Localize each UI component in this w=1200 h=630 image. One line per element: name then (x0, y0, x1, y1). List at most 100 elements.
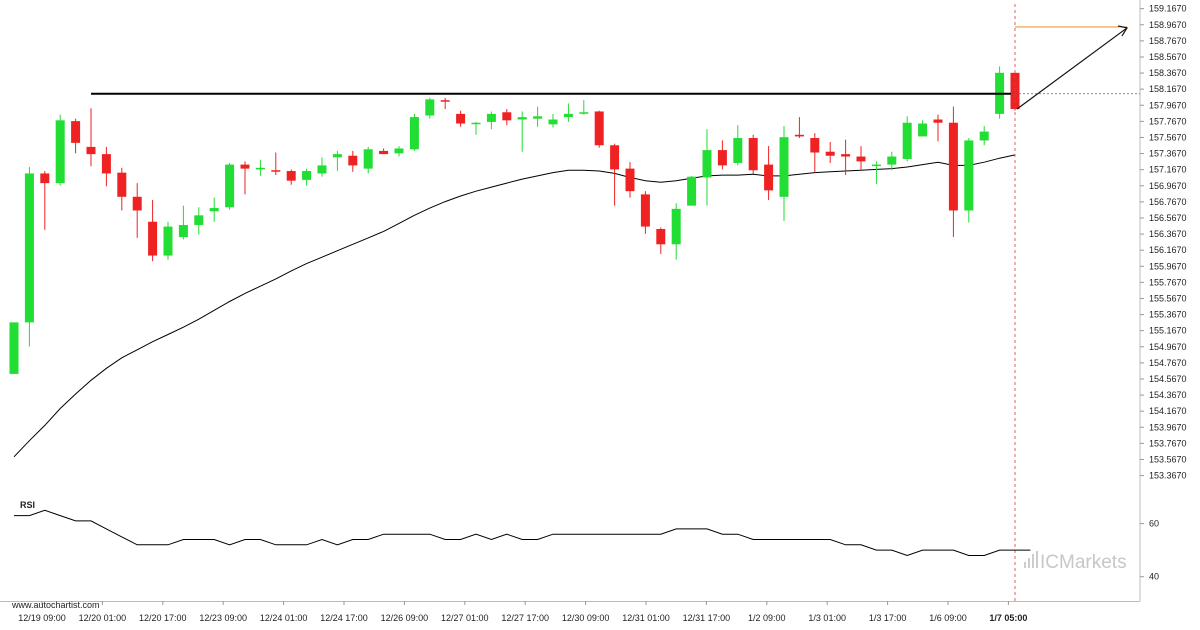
price-tick-label: 156.3670 (1149, 229, 1187, 239)
candle-body (825, 151, 835, 156)
candle-body (240, 164, 250, 169)
candle (841, 139, 851, 176)
candle (425, 97, 435, 119)
candle-body (55, 120, 65, 184)
candle-body (194, 215, 204, 225)
candle-body (394, 148, 404, 154)
time-tick-label: 12/31 17:00 (683, 613, 731, 623)
candle (640, 191, 650, 234)
time-axis: 12/19 09:00 12/20 01:00 12/20 17:00 12/23 0… (18, 601, 1027, 623)
candle (502, 109, 512, 126)
candle (394, 146, 404, 157)
candle-body (502, 112, 512, 121)
candle-body (332, 154, 342, 158)
candle (918, 120, 928, 137)
candle-body (717, 150, 727, 166)
candle-body (409, 117, 419, 150)
candle-body (348, 155, 358, 166)
time-tick-label: 12/24 17:00 (320, 613, 368, 623)
candle-body (271, 170, 281, 172)
candle-body (887, 156, 897, 165)
candle-body (40, 173, 50, 184)
candle (594, 110, 604, 148)
time-tick-label: 1/7 05:00 (989, 613, 1027, 623)
candle (101, 146, 111, 187)
candle (856, 146, 866, 171)
candle-body (841, 154, 851, 157)
price-tick-label: 157.1670 (1149, 165, 1187, 175)
candle (964, 138, 974, 223)
candle-body (225, 164, 235, 208)
candle (825, 142, 835, 163)
candle (24, 167, 34, 347)
candle (887, 151, 897, 171)
price-tick-label: 158.5670 (1149, 52, 1187, 62)
candle (779, 125, 789, 221)
price-tick-label: 154.5670 (1149, 374, 1187, 384)
candle (9, 322, 19, 374)
candle-body (163, 226, 173, 256)
candle (563, 103, 573, 122)
candle-body (440, 100, 450, 102)
moving-average-layer (13, 154, 1016, 458)
candle (55, 114, 65, 186)
candle-body (579, 112, 589, 114)
price-tick-label: 154.1670 (1149, 406, 1187, 416)
candle-body (748, 138, 758, 171)
candle (486, 111, 496, 130)
candle (409, 113, 419, 151)
candle-body (533, 116, 543, 119)
candle-body (933, 119, 943, 123)
candle-body (71, 121, 81, 143)
time-tick-label: 12/27 17:00 (501, 613, 549, 623)
time-tick-label: 1/6 09:00 (929, 613, 967, 623)
candle (363, 146, 373, 174)
time-tick-label: 1/2 09:00 (748, 613, 786, 623)
price-tick-label: 155.1670 (1149, 326, 1187, 336)
price-tick-label: 156.1670 (1149, 245, 1187, 255)
candle (748, 134, 758, 175)
time-tick-label: 12/24 01:00 (260, 613, 308, 623)
price-tick-label: 154.3670 (1149, 390, 1187, 400)
rsi-axis: 60 40 (1140, 519, 1159, 582)
candle-body (24, 173, 34, 323)
candle (517, 111, 527, 152)
rsi-title: RSI (20, 500, 35, 510)
time-tick-label: 12/19 09:00 (18, 613, 66, 623)
time-tick-label: 1/3 17:00 (869, 613, 907, 623)
time-tick-label: 12/26 09:00 (381, 613, 429, 623)
time-tick-label: 12/23 09:00 (199, 613, 247, 623)
candle-body (286, 171, 296, 181)
candle-body (471, 122, 481, 125)
candle-body (148, 221, 158, 256)
candle (656, 227, 666, 254)
candle (225, 162, 235, 210)
candle-body (902, 122, 912, 159)
candle (178, 205, 188, 240)
candle (471, 121, 481, 135)
candle (271, 152, 281, 176)
candle (979, 125, 989, 146)
candle (717, 140, 727, 170)
price-tick-label: 158.1670 (1149, 84, 1187, 94)
candle-body (209, 208, 219, 212)
candle (933, 114, 943, 142)
plot-grid (0, 0, 1141, 602)
candle-body (856, 156, 866, 162)
candle-body (948, 122, 958, 211)
time-tick-label: 12/20 17:00 (139, 613, 187, 623)
candle-body (979, 131, 989, 141)
time-tick-label: 12/31 01:00 (622, 613, 670, 623)
price-tick-label: 158.9670 (1149, 20, 1187, 30)
candle (348, 150, 358, 172)
candle-body (302, 171, 312, 180)
candle-body (101, 154, 111, 174)
candle (302, 168, 312, 186)
candle-body (640, 194, 650, 227)
price-tick-label: 157.5670 (1149, 132, 1187, 142)
forecast-arrow-line (1016, 27, 1128, 110)
price-tick-label: 156.9670 (1149, 181, 1187, 191)
candle-body (425, 99, 435, 116)
price-tick-label: 153.3670 (1149, 471, 1187, 481)
